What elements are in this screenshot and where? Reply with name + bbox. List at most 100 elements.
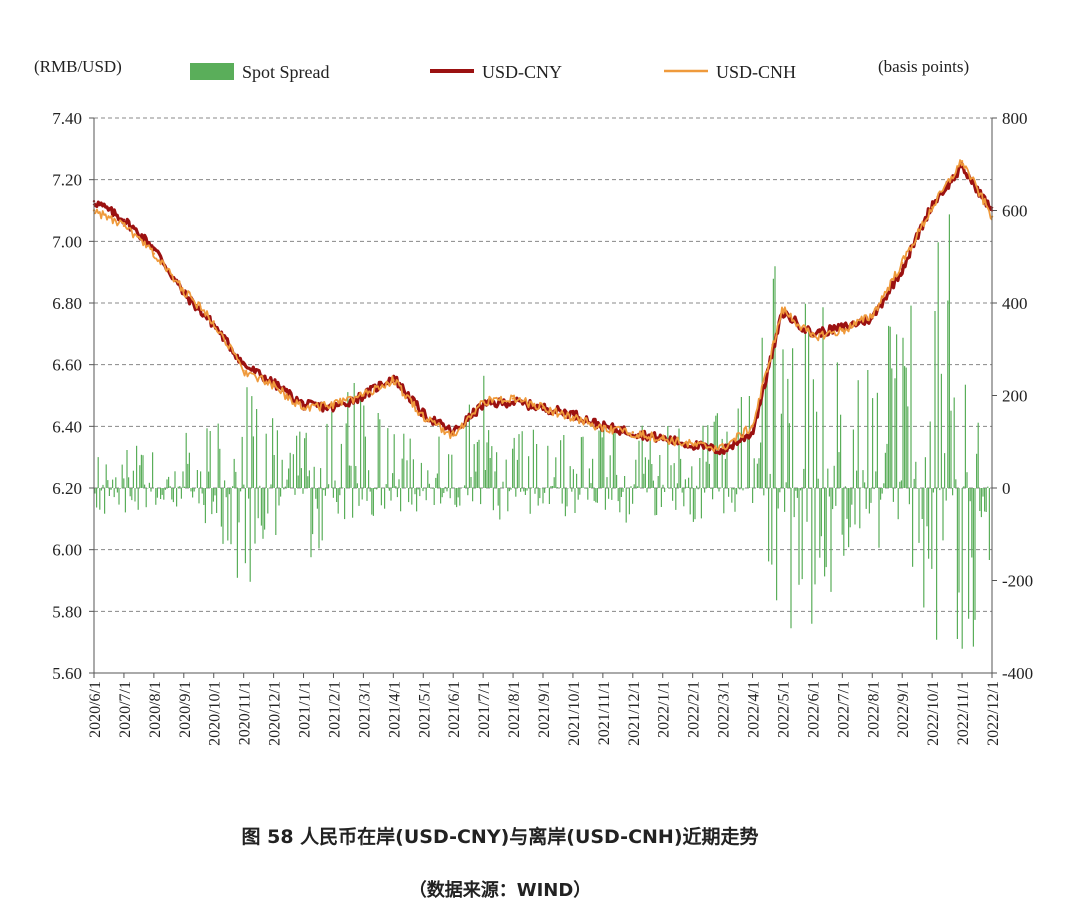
point-cny <box>751 431 754 434</box>
x-tick-label: 2021/5/1 <box>416 681 433 738</box>
point-cnh <box>302 406 305 410</box>
x-tick-label: 2020/8/1 <box>147 681 164 738</box>
right-axis-label: (basis points) <box>878 57 969 76</box>
spread-bars <box>94 214 991 649</box>
left-tick-label: 6.80 <box>52 294 82 313</box>
point-cnh <box>511 397 515 400</box>
x-tick-label: 2020/12/1 <box>267 681 284 746</box>
x-tick-label: 2020/10/1 <box>207 681 224 746</box>
x-tick-label: 2022/1/1 <box>656 681 673 738</box>
x-tick-label: 2022/4/1 <box>746 681 763 738</box>
line-cnh <box>93 159 993 453</box>
source-note: （数据来源：WIND） <box>408 880 592 901</box>
right-tick-label: -400 <box>1002 664 1033 683</box>
point-cnh <box>631 431 634 434</box>
left-tick-label: 7.40 <box>52 109 82 128</box>
legend-swatch-spread <box>190 63 234 80</box>
x-tick-label: 2022/9/1 <box>895 681 912 738</box>
x-tick-label: 2022/10/1 <box>925 681 942 746</box>
point-cny <box>721 449 724 453</box>
left-tick-label: 6.40 <box>52 417 82 436</box>
x-tick-label: 2021/1/1 <box>297 681 314 738</box>
x-tick-label: 2021/8/1 <box>506 681 523 738</box>
x-tick-label: 2020/7/1 <box>117 681 134 738</box>
point-cny <box>122 218 126 221</box>
point-cny <box>960 166 964 169</box>
point-cnh <box>751 425 754 428</box>
point-cny <box>511 400 515 403</box>
left-tick-label: 5.60 <box>52 664 82 683</box>
point-cny <box>481 403 485 406</box>
x-tick-label: 2020/11/1 <box>237 681 254 745</box>
point-cnh <box>242 369 245 373</box>
x-tick-label: 2021/11/1 <box>596 681 613 745</box>
point-cny <box>571 412 575 416</box>
point-cnh <box>661 437 664 440</box>
point-cnh <box>811 335 814 339</box>
x-tick-label: 2022/12/1 <box>985 681 1002 746</box>
chart-area: 7.40 7.20 7.00 6.80 6.60 6.40 6.20 6.00 5.80 5.60… <box>34 57 1033 746</box>
x-tick-label: 2020/6/1 <box>87 681 104 738</box>
legend-label-cny: USD-CNY <box>482 62 562 82</box>
left-tick-label: 7.00 <box>52 232 82 251</box>
x-tick-label: 2021/10/1 <box>566 681 583 746</box>
line-cny <box>92 162 994 456</box>
point-cnh <box>841 329 844 332</box>
point-cnh <box>452 434 455 437</box>
point-cnh <box>721 446 724 450</box>
point-cnh <box>571 415 575 419</box>
x-tick-label: 2022/7/1 <box>835 681 852 738</box>
x-tick-label: 2022/11/1 <box>955 681 972 745</box>
right-tick-label: -200 <box>1002 572 1033 591</box>
point-cny <box>152 246 156 249</box>
x-tick-label: 2021/2/1 <box>326 681 343 738</box>
point-cnh <box>362 394 365 397</box>
right-tick-label: 400 <box>1002 294 1028 313</box>
point-cnh <box>332 403 335 406</box>
left-tick-label: 6.00 <box>52 541 82 560</box>
left-axis-label: (RMB/USD) <box>34 57 122 76</box>
point-cnh <box>152 252 156 255</box>
x-tick-label: 2021/6/1 <box>446 681 463 738</box>
point-cnh <box>422 415 425 419</box>
x-tick-label: 2022/5/1 <box>775 681 792 738</box>
x-tick-label: 2021/4/1 <box>386 681 403 738</box>
x-tick-label: 2021/7/1 <box>476 681 493 738</box>
right-tick-label: 800 <box>1002 109 1028 128</box>
x-tick-label: 2021/3/1 <box>356 681 373 738</box>
point-cny <box>302 403 305 406</box>
point-cny <box>901 267 904 271</box>
point-cnh <box>122 224 126 228</box>
point-cnh <box>691 443 694 447</box>
left-tick-label: 6.60 <box>52 356 82 375</box>
point-cnh <box>481 400 485 403</box>
point-cnh <box>212 320 215 323</box>
point-cnh <box>272 385 275 388</box>
legend-label-cnh: USD-CNH <box>716 62 796 82</box>
left-tick-label: 5.80 <box>52 602 82 621</box>
x-tick-label: 2022/8/1 <box>865 681 882 738</box>
right-tick-label: 200 <box>1002 387 1028 406</box>
point-cnh <box>871 314 874 317</box>
left-tick-label: 7.20 <box>52 171 82 190</box>
right-tick-label: 600 <box>1002 202 1028 221</box>
point-cnh <box>541 406 545 410</box>
x-tick-label: 2021/9/1 <box>536 681 553 738</box>
point-cnh <box>960 159 964 163</box>
right-tick-label: 0 <box>1002 479 1011 498</box>
point-cnh <box>930 206 934 209</box>
point-cnh <box>781 307 784 311</box>
x-tick-label: 2022/2/1 <box>686 681 703 738</box>
point-cnh <box>901 261 904 265</box>
x-tick-label: 2020/9/1 <box>177 681 194 738</box>
point-cny <box>242 363 245 366</box>
point-cnh <box>601 428 605 431</box>
left-tick-label: 6.20 <box>52 479 82 498</box>
figure-caption: 图 58 人民币在岸(USD-CNY)与离岸(USD-CNH)近期走势 <box>241 826 759 848</box>
x-tick-label: 2021/12/1 <box>626 681 643 746</box>
x-tick-label: 2022/6/1 <box>805 681 822 738</box>
legend-label-spread: Spot Spread <box>242 62 330 82</box>
point-cny <box>930 203 934 206</box>
point-cnh <box>182 289 185 292</box>
x-tick-label: 2022/3/1 <box>716 681 733 738</box>
